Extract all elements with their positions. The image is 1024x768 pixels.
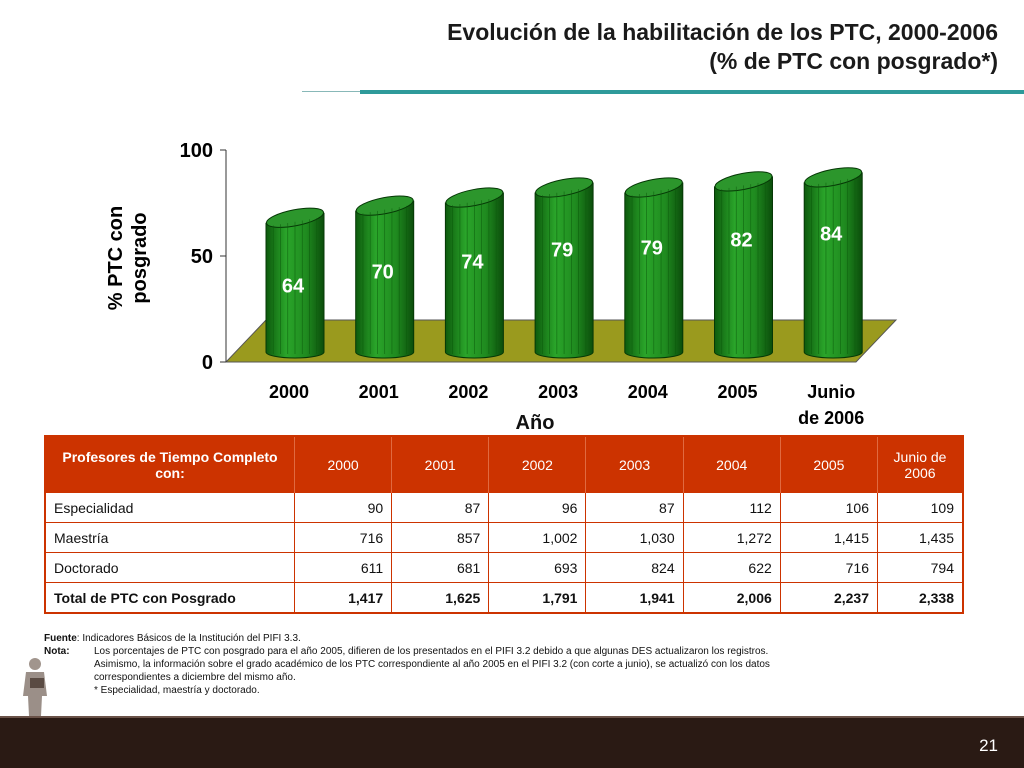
y-tick-label: 50 <box>191 246 213 268</box>
row-label: Maestría <box>44 522 295 553</box>
ptc-table: Profesores de Tiempo Completo con: 2000 … <box>44 435 964 614</box>
table-cell: 794 <box>877 552 964 583</box>
table-header-year: 2000 <box>294 436 393 493</box>
page-number: 21 <box>979 736 998 755</box>
source-text: : Indicadores Básicos de la Institución … <box>76 633 301 644</box>
x-tick-label: 2005 <box>717 382 757 402</box>
title-rule-teal <box>360 90 1024 94</box>
x-axis-title: Año <box>515 412 555 434</box>
bar <box>803 167 863 359</box>
table-cell: 87 <box>585 492 684 523</box>
table-cell: 87 <box>391 492 490 523</box>
y-tick-label: 0 <box>202 352 213 374</box>
footer-bar: 21 <box>0 716 1024 768</box>
table-header-year: 2005 <box>780 436 879 493</box>
y-axis-title-line-1: % PTC con <box>105 205 127 311</box>
y-axis-title-line-2: posgrado <box>129 212 151 304</box>
x-tick-label: 2000 <box>269 382 309 402</box>
note-label: Nota: <box>44 646 70 657</box>
x-tick-label: 2004 <box>628 382 668 402</box>
table-cell: 622 <box>682 552 781 583</box>
bar <box>265 207 325 359</box>
slide-title: Evolución de la habilitación de los PTC,… <box>447 18 998 76</box>
row-label: Especialidad <box>44 492 295 523</box>
table-cell: 716 <box>779 552 879 583</box>
table-cell: 1,435 <box>877 522 964 553</box>
notes: Fuente : Indicadores Básicos de la Insti… <box>44 632 770 697</box>
table-cell: 1,625 <box>391 582 490 614</box>
x-tick-label: Junio de 2006 <box>798 382 864 428</box>
title-line-1: Evolución de la habilitación de los PTC,… <box>447 19 998 45</box>
x-tick-label: 2002 <box>448 382 488 402</box>
table-cell: 1,272 <box>682 522 781 553</box>
table-header-row: Profesores de Tiempo Completo con: 2000 … <box>45 436 964 493</box>
table-cell: 90 <box>293 492 393 523</box>
x-tick-label: 2003 <box>538 382 578 402</box>
table-header-year: 2004 <box>683 436 781 493</box>
table-cell: 112 <box>682 492 781 523</box>
bar-value-label: 84 <box>820 223 843 245</box>
bar-value-label: 74 <box>461 252 484 274</box>
table-cell: 1,791 <box>488 582 587 614</box>
table-header-year: 2002 <box>488 436 587 493</box>
table-cell: 2,006 <box>682 582 781 614</box>
bar-value-label: 79 <box>641 237 663 259</box>
bar-value-label: 79 <box>551 239 573 261</box>
bar-value-label: 82 <box>730 229 752 251</box>
bar <box>714 171 773 359</box>
table-header-year: 2001 <box>391 436 490 493</box>
y-axis-title: % PTC con posgrado <box>88 163 168 353</box>
note-line: correspondientes a diciembre del mismo a… <box>94 672 296 683</box>
title-rule-gray <box>302 91 360 92</box>
source-label: Fuente <box>44 633 77 644</box>
table-cell: 106 <box>779 492 879 523</box>
title-line-2: (% de PTC con posgrado*) <box>709 48 998 74</box>
note-line: Asimismo, la información sobre el grado … <box>94 659 770 670</box>
table-cell: 611 <box>293 552 393 583</box>
note-line: Los porcentajes de PTC con posgrado para… <box>94 646 769 657</box>
note-line: * Especialidad, maestría y doctorado. <box>94 685 260 696</box>
row-label: Doctorado <box>44 552 295 583</box>
bar-chart: 0 50 100 64 70 74 79 79 82 84 2000 2001 2002 2003 20… <box>180 140 898 428</box>
table-cell: 693 <box>488 552 587 583</box>
bar <box>355 195 415 359</box>
table-header-year: Junio de 2006 <box>877 436 964 493</box>
bar-value-label: 70 <box>372 262 394 284</box>
table-cell: 1,415 <box>779 522 879 553</box>
table-row: Especialidad 90 87 96 87 112 106 109 <box>44 492 964 523</box>
table-header-year: 2003 <box>585 436 684 493</box>
table-header-label: Profesores de Tiempo Completo con: <box>45 436 295 493</box>
table-cell: 1,417 <box>293 582 393 614</box>
table-cell: 2,338 <box>877 582 964 614</box>
table-cell: 824 <box>585 552 684 583</box>
table-cell: 96 <box>488 492 587 523</box>
table-cell: 1,030 <box>585 522 684 553</box>
table-cell: 1,941 <box>585 582 684 614</box>
table-cell: 1,002 <box>488 522 587 553</box>
table-cell: 716 <box>293 522 393 553</box>
bar-value-label: 64 <box>282 276 305 298</box>
table-row: Maestría 716 857 1,002 1,030 1,272 1,415 1,435 <box>44 522 964 553</box>
person-figure-icon <box>23 658 47 716</box>
table-row: Total de PTC con Posgrado 1,417 1,625 1,791… <box>44 582 964 614</box>
table-row: Doctorado 611 681 693 824 622 716 794 <box>44 552 964 583</box>
row-label: Total de PTC con Posgrado <box>44 582 295 614</box>
table-cell: 2,237 <box>779 582 879 614</box>
x-tick-label: 2001 <box>359 382 399 402</box>
bar <box>444 187 504 359</box>
bar <box>534 177 594 359</box>
table-cell: 109 <box>877 492 964 523</box>
y-tick-label: 100 <box>180 140 213 162</box>
bar <box>624 177 684 359</box>
table-cell: 681 <box>391 552 490 583</box>
table-cell: 857 <box>391 522 490 553</box>
